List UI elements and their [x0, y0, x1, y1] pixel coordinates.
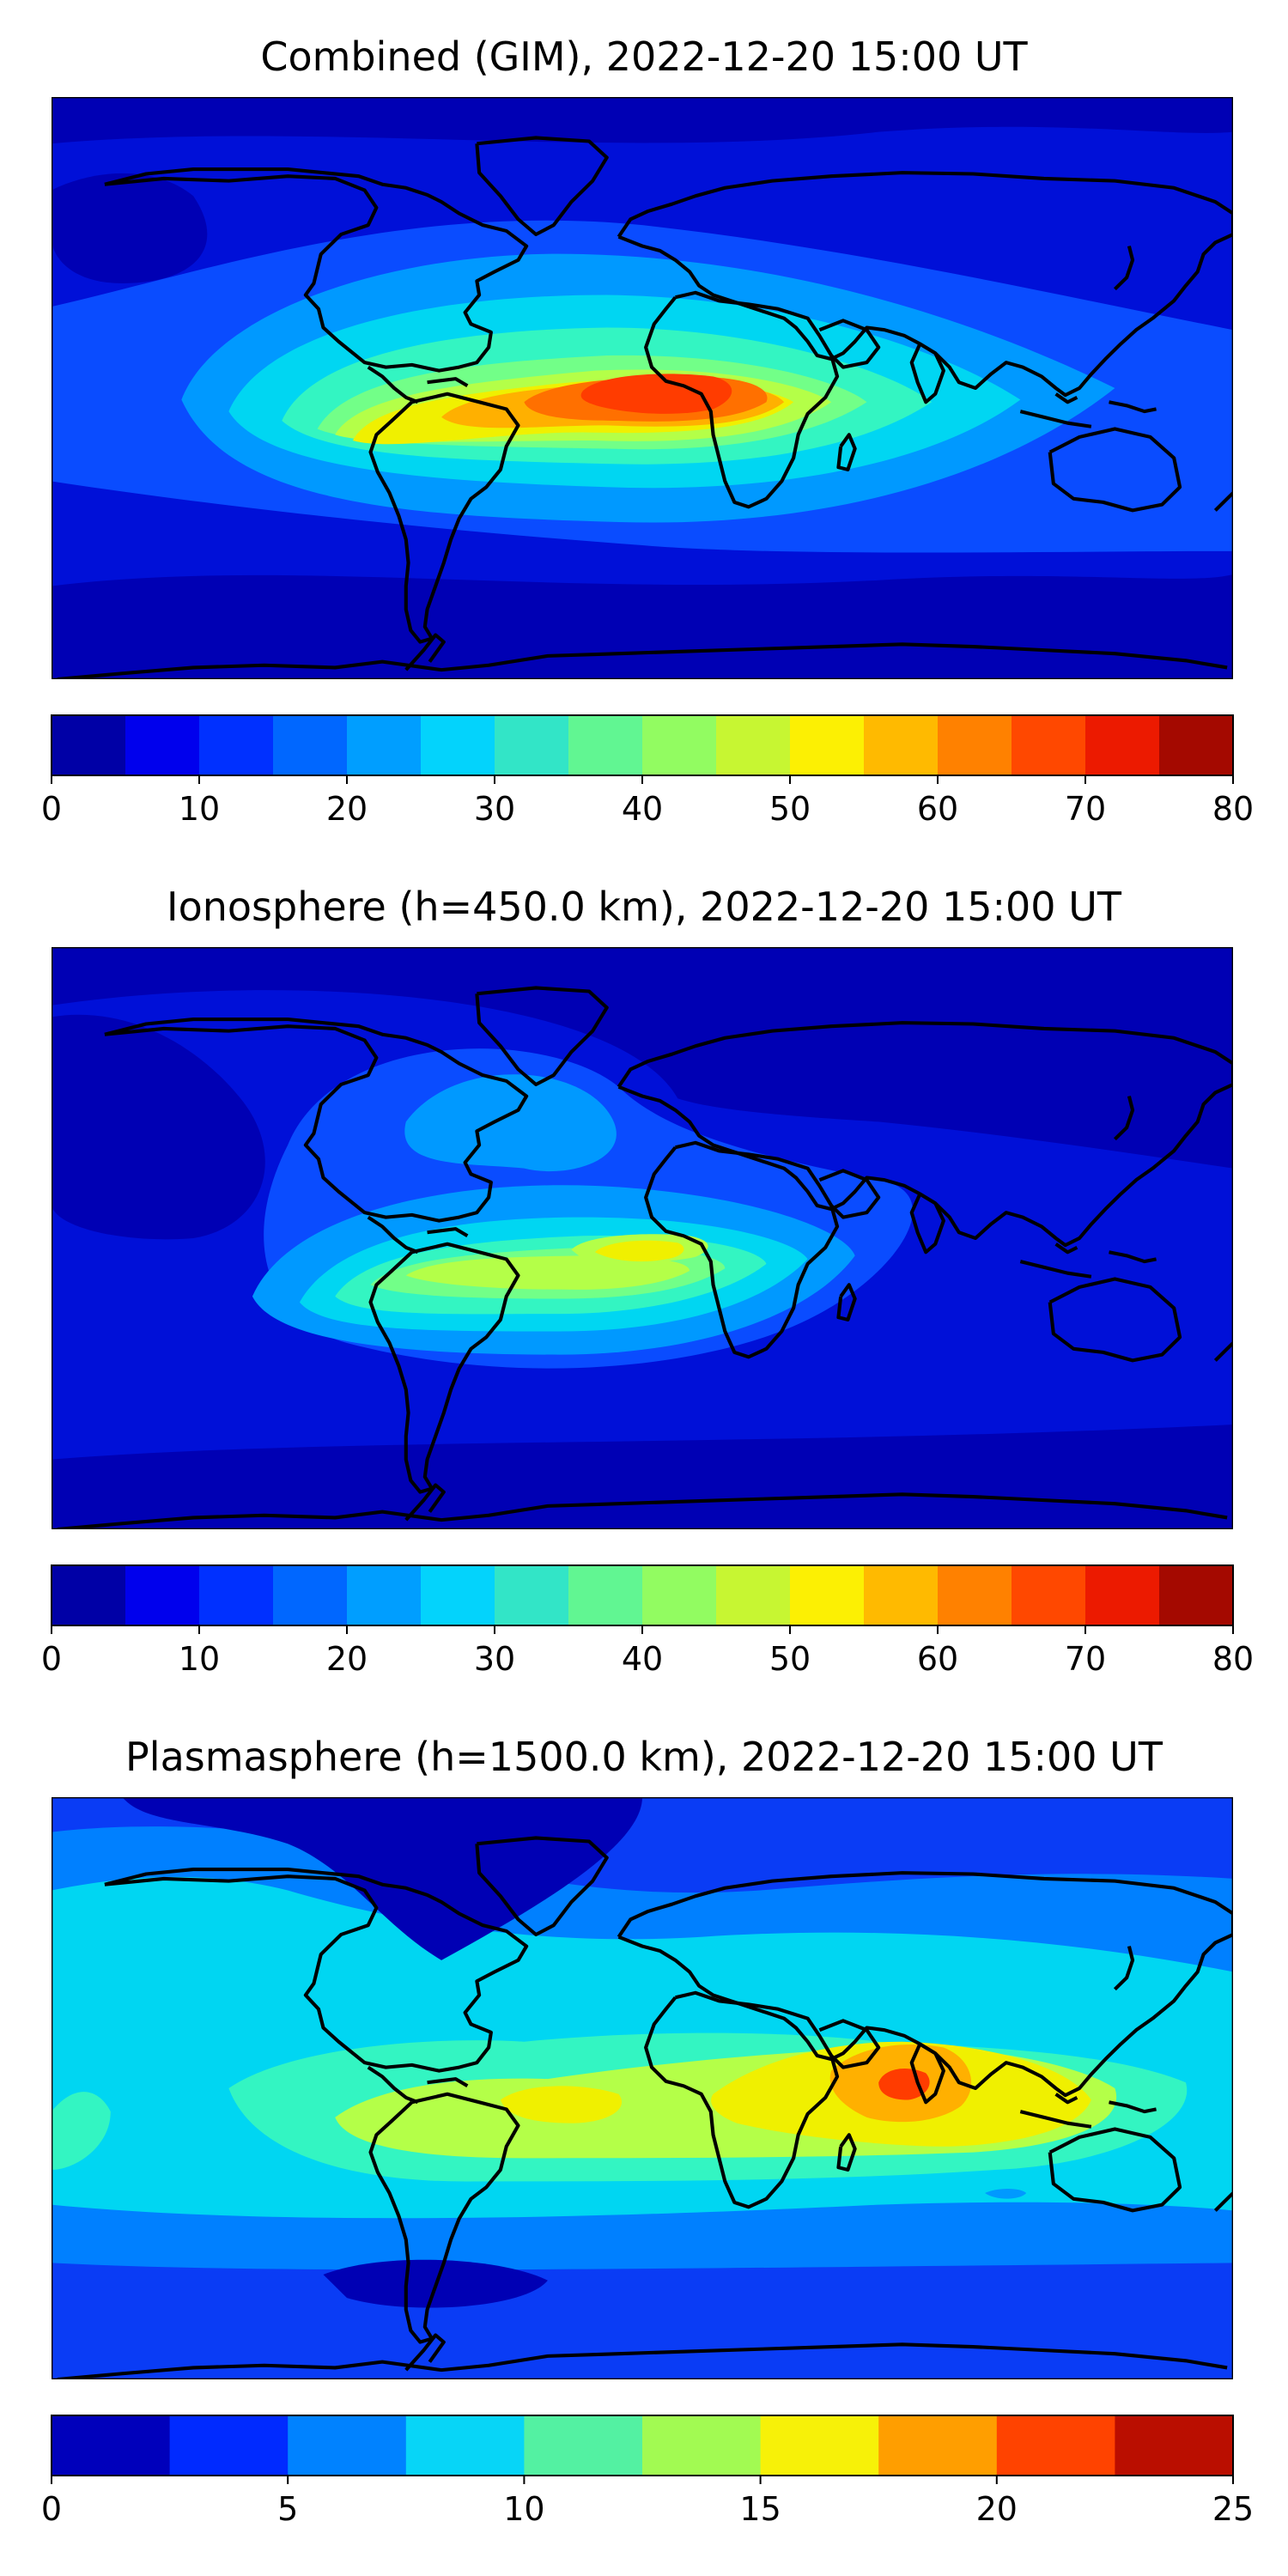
colorbar-2-level-5: [421, 1565, 495, 1625]
colorbar-2-level-13: [1012, 1565, 1086, 1625]
colorbar-2-level-10: [790, 1565, 865, 1625]
colorbar-3-swatches: [52, 2415, 1234, 2476]
colorbar-2-level-9: [716, 1565, 791, 1625]
colorbar-2-level-2: [199, 1565, 274, 1625]
cb2-tick-40: 40: [622, 1640, 663, 1678]
cb2-tick-20: 20: [326, 1640, 368, 1678]
cb3-tick-15: 15: [739, 2490, 781, 2528]
colorbar-1-level-8: [642, 715, 717, 775]
colorbar-3-level-2: [288, 2415, 407, 2476]
colorbar-1-level-4: [347, 715, 422, 775]
cb2-tick-10: 10: [179, 1640, 220, 1678]
colorbar-2-level-4: [347, 1565, 422, 1625]
colorbar-1-level-10: [790, 715, 865, 775]
colorbar-2-level-3: [273, 1565, 348, 1625]
colorbar-2-level-15: [1159, 1565, 1234, 1625]
cb1-tick-20: 20: [326, 790, 368, 828]
colorbar-1-level-9: [716, 715, 791, 775]
colorbar-1-level-5: [421, 715, 495, 775]
colorbar-1-ticks: 0 10 20 30 40 50 60 70 80: [41, 775, 1254, 828]
panel-3-title: Plasmasphere (h=1500.0 km), 2022-12-20 1…: [125, 1734, 1163, 1780]
colorbar-3: 0 5 10 15 20 25: [41, 2415, 1254, 2528]
cb1-tick-10: 10: [179, 790, 220, 828]
colorbar-1-swatches: [52, 715, 1234, 775]
colorbar-3-level-6: [760, 2415, 879, 2476]
colorbar-3-level-0: [52, 2415, 171, 2476]
colorbar-1-level-11: [864, 715, 939, 775]
cb3-tick-10: 10: [503, 2490, 544, 2528]
cb3-tick-0: 0: [41, 2490, 62, 2528]
cb1-tick-0: 0: [41, 790, 62, 828]
cb1-tick-50: 50: [769, 790, 811, 828]
colorbar-1-level-0: [52, 715, 126, 775]
colorbar-1-level-6: [495, 715, 569, 775]
colorbar-1-level-2: [199, 715, 274, 775]
cb2-tick-50: 50: [769, 1640, 811, 1678]
colorbar-2-level-12: [938, 1565, 1012, 1625]
colorbar-3-ticks: 0 5 10 15 20 25: [41, 2476, 1254, 2528]
colorbar-1-level-3: [273, 715, 348, 775]
colorbar-1-level-7: [568, 715, 643, 775]
colorbar-1-level-1: [125, 715, 200, 775]
colorbar-1-level-13: [1012, 715, 1086, 775]
map-panel-2: [52, 947, 1233, 1529]
colorbar-3-level-8: [996, 2415, 1115, 2476]
cb1-tick-80: 80: [1212, 790, 1254, 828]
cb2-tick-70: 70: [1065, 1640, 1106, 1678]
colorbar-3-level-3: [405, 2415, 525, 2476]
colorbar-2-swatches: [52, 1565, 1234, 1625]
cb1-tick-30: 30: [474, 790, 515, 828]
colorbar-1-level-14: [1085, 715, 1160, 775]
cb3-tick-20: 20: [976, 2490, 1018, 2528]
colorbar-2-level-0: [52, 1565, 126, 1625]
colorbar-2-level-6: [495, 1565, 569, 1625]
cb1-tick-60: 60: [917, 790, 958, 828]
cb1-tick-40: 40: [622, 790, 663, 828]
panel-1-title: Combined (GIM), 2022-12-20 15:00 UT: [260, 33, 1028, 80]
colorbar-1-level-15: [1159, 715, 1234, 775]
colorbar-2-level-11: [864, 1565, 939, 1625]
colorbar-1-level-12: [938, 715, 1012, 775]
cb2-tick-30: 30: [474, 1640, 515, 1678]
cb2-tick-0: 0: [41, 1640, 62, 1678]
colorbar-2-level-1: [125, 1565, 200, 1625]
cb1-tick-70: 70: [1065, 790, 1106, 828]
cb2-tick-80: 80: [1212, 1640, 1254, 1678]
colorbar-3-level-5: [642, 2415, 762, 2476]
cb2-tick-60: 60: [917, 1640, 958, 1678]
cb3-tick-25: 25: [1212, 2490, 1254, 2528]
colorbar-3-level-4: [524, 2415, 643, 2476]
cb3-tick-5: 5: [277, 2490, 298, 2528]
colorbar-3-level-9: [1115, 2415, 1234, 2476]
colorbar-3-level-1: [169, 2415, 289, 2476]
panel-2-title: Ionosphere (h=450.0 km), 2022-12-20 15:0…: [167, 884, 1122, 930]
colorbar-2-level-8: [642, 1565, 717, 1625]
colorbar-3-level-7: [878, 2415, 998, 2476]
map-panel-1: [52, 97, 1233, 679]
map-panel-3: [52, 1797, 1233, 2379]
colorbar-2: 0 10 20 30 40 50 60 70 80: [41, 1564, 1254, 1678]
colorbar-2-level-7: [568, 1565, 643, 1625]
colorbar-1: 0 10 20 30 40 50 60 70 80: [41, 714, 1254, 828]
colorbar-2-level-14: [1085, 1565, 1160, 1625]
colorbar-2-ticks: 0 10 20 30 40 50 60 70 80: [41, 1625, 1254, 1678]
